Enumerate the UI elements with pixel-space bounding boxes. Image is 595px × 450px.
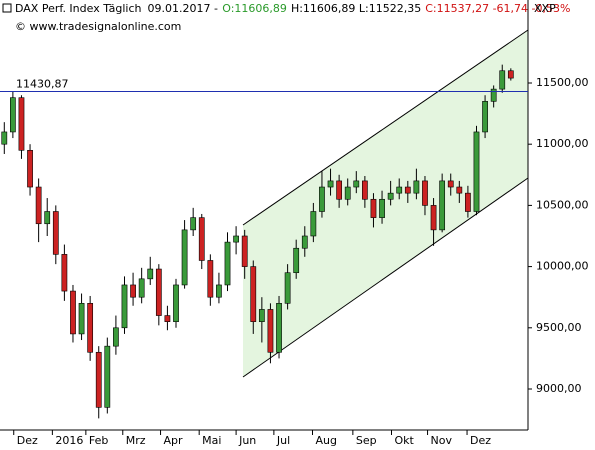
candle-body	[121, 284, 128, 329]
candle-body	[370, 198, 377, 218]
candle-body	[482, 101, 488, 133]
hl-label: H:11606,89 L:11522,35	[291, 2, 421, 15]
x-tick-label: Okt	[394, 434, 414, 447]
candle-body	[44, 211, 51, 225]
y-tick-label: 11000,00	[536, 137, 589, 150]
candle-body	[301, 235, 308, 249]
candle-body	[250, 266, 257, 322]
candle-body	[198, 217, 205, 261]
y-tick-label: 10500,00	[536, 198, 589, 211]
candle-body	[173, 284, 179, 322]
x-tick-label: Nov	[431, 434, 453, 447]
candle-body	[362, 180, 368, 200]
candle-body	[336, 180, 342, 200]
symbol: XXP	[534, 2, 556, 15]
candle-body	[430, 205, 437, 231]
candle-body	[216, 284, 222, 298]
candle-body	[61, 254, 68, 292]
candle-body	[164, 315, 171, 322]
watermark: © www.tradesignalonline.com	[15, 20, 181, 33]
x-tick-label: Mai	[202, 434, 221, 447]
candle-body	[404, 186, 411, 194]
candle-body	[1, 131, 8, 145]
candle-body	[396, 186, 403, 194]
candle-body	[310, 211, 317, 237]
reference-label: 11430,87	[16, 77, 69, 90]
candle-body	[52, 211, 59, 255]
x-tick-label: Mrz	[126, 434, 146, 447]
x-tick-label: Dez	[17, 434, 38, 447]
x-tick-label: Aug	[316, 434, 337, 447]
x-tick-label: Feb	[89, 434, 108, 447]
x-tick-label: Apr	[164, 434, 184, 447]
candle-body	[10, 97, 16, 133]
candle-body	[130, 284, 136, 298]
candle-body	[113, 327, 119, 347]
candle-body	[95, 351, 102, 408]
icon	[2, 3, 12, 13]
candle-body	[87, 303, 94, 353]
candle-body	[207, 260, 214, 298]
candle-body	[190, 217, 197, 231]
candle-body	[70, 290, 76, 335]
candle-body	[344, 186, 351, 200]
title: DAX Perf. Index Täglich	[15, 2, 142, 15]
candle-body	[138, 278, 145, 298]
candle-body	[507, 70, 514, 79]
candle-body	[224, 241, 231, 286]
candle-body	[233, 235, 239, 243]
candle-body	[104, 345, 111, 408]
candle-body	[473, 131, 480, 212]
channel-lower	[242, 177, 529, 378]
x-tick-label: Sep	[356, 434, 377, 447]
candle-body	[147, 268, 154, 280]
plot	[1, 64, 514, 419]
x-tick-label: Jul	[276, 434, 290, 447]
candle-body	[465, 192, 471, 212]
candle-body	[267, 309, 274, 353]
y-tick-label: 9000,00	[536, 382, 582, 395]
candle-body	[284, 272, 291, 304]
candle-body	[155, 268, 162, 316]
candle-body	[353, 180, 360, 188]
candle-body	[422, 180, 428, 206]
x-tick-label: 2016	[55, 434, 83, 447]
candle-body	[181, 229, 188, 286]
candle-body	[490, 88, 497, 102]
candle-body	[35, 186, 42, 225]
candle-body	[447, 180, 454, 188]
candle-body	[379, 198, 385, 218]
candle-body	[499, 70, 506, 90]
open-label: O:11606,89	[222, 2, 287, 15]
candle-body	[241, 235, 248, 267]
candle-body	[439, 180, 446, 231]
channel-upper	[242, 29, 529, 226]
candle-body	[319, 186, 325, 212]
x-tick-label: Jun	[238, 434, 256, 447]
y-tick-label: 11500,00	[536, 76, 589, 89]
candle-body	[78, 303, 85, 335]
x-tick-label: Dez	[470, 434, 491, 447]
candle-body	[27, 150, 33, 188]
y-tick-label: 9500,00	[536, 321, 582, 334]
candle-body	[456, 186, 463, 194]
date: 09.01.2017 -	[148, 2, 219, 15]
y-tick-label: 10000,00	[536, 260, 589, 273]
candle-body	[327, 180, 334, 188]
candle-body	[387, 192, 394, 200]
candle-body	[413, 180, 420, 194]
close-label: C:11537,27 -61,74 -0,53%	[425, 2, 570, 15]
candle-body	[18, 97, 25, 151]
trend-channel	[243, 30, 528, 377]
candle-body	[258, 309, 265, 322]
candle-body	[276, 303, 282, 353]
candle-body	[293, 247, 300, 274]
header: DAX Perf. Index Täglich 09.01.2017 - O:116…	[15, 2, 570, 15]
